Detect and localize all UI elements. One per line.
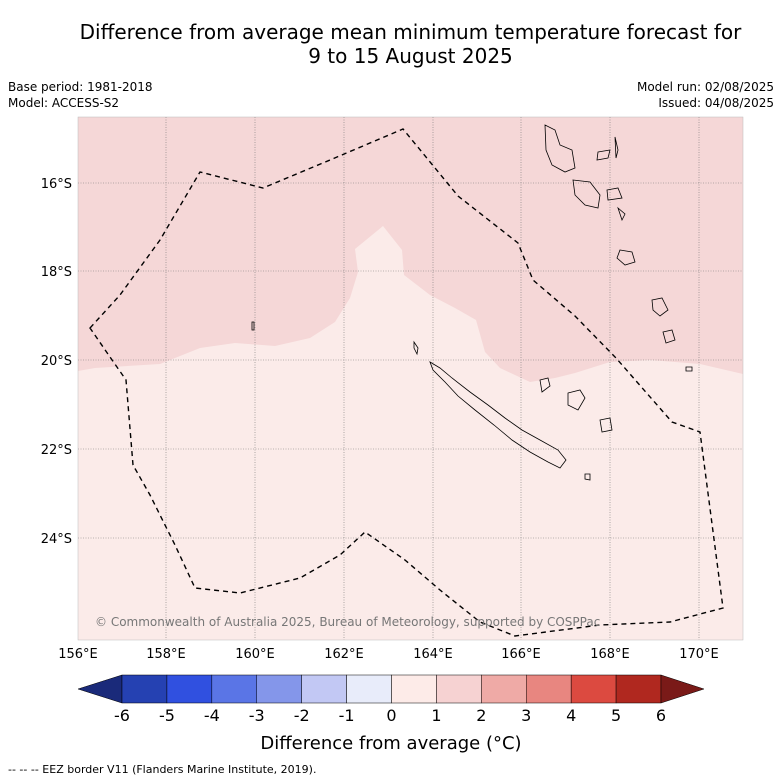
model-name: Model: ACCESS-S2 — [8, 96, 120, 110]
colorbar-swatch — [211, 674, 257, 704]
colorbar-extend-low — [77, 674, 123, 704]
region-warm-0-to-1 — [78, 226, 743, 640]
colorbar-swatch — [346, 674, 392, 704]
colorbar-swatch — [615, 674, 662, 704]
colorbar-swatch — [481, 674, 527, 704]
colorbar-tick-label: 1 — [431, 706, 441, 725]
lat-label: 18°S — [41, 265, 72, 280]
lon-label: 164°E — [413, 647, 453, 662]
eez-footnote: -- -- -- EEZ border V11 (Flanders Marine… — [8, 763, 317, 776]
belep-island — [413, 340, 419, 356]
colorbar-swatch — [436, 674, 482, 704]
longitude-labels: 156°E 158°E 160°E 162°E 164°E 166°E 168°… — [58, 647, 719, 662]
colorbar-tick-label: 4 — [566, 706, 576, 725]
colorbar-tick-label: -5 — [159, 706, 175, 725]
colorbar-swatch — [526, 674, 572, 704]
lat-label: 24°S — [41, 532, 72, 547]
colorbar-title: Difference from average (°C) — [260, 733, 521, 754]
colorbar-swatch — [256, 674, 302, 704]
colorbar-tick-label: -3 — [249, 706, 265, 725]
lon-label: 156°E — [58, 647, 98, 662]
colorbar-swatch — [166, 674, 213, 704]
colorbar-tick-label: -2 — [294, 706, 310, 725]
map-title-line2: 9 to 15 August 2025 — [308, 44, 513, 68]
colorbar-tick-label: 0 — [386, 706, 396, 725]
lon-label: 160°E — [235, 647, 275, 662]
colorbar-tick-label: 5 — [611, 706, 621, 725]
lat-label: 22°S — [41, 443, 72, 458]
colorbar-tick-label: 6 — [656, 706, 666, 725]
lat-label: 20°S — [41, 354, 72, 369]
graticule — [78, 117, 743, 640]
colorbar-swatch — [570, 674, 617, 704]
colorbar — [77, 674, 705, 704]
copyright-text: © Commonwealth of Australia 2025, Bureau… — [95, 615, 600, 629]
lon-label: 158°E — [146, 647, 186, 662]
colorbar-tick-label: -4 — [204, 706, 220, 725]
chesterfield-islands — [251, 321, 255, 331]
issued-date: Issued: 04/08/2025 — [658, 96, 774, 110]
colorbar-tick-label: -6 — [114, 706, 130, 725]
colorbar-ticks: -6 -5 -4 -3 -2 -1 0 1 2 3 4 5 6 — [114, 706, 666, 725]
lon-label: 168°E — [590, 647, 630, 662]
new-caledonia-island — [429, 361, 567, 469]
eez-border — [89, 128, 724, 637]
model-run: Model run: 02/08/2025 — [636, 80, 774, 94]
colorbar-swatch — [301, 674, 347, 704]
colorbar-swatch — [391, 674, 437, 704]
base-period: Base period: 1981-2018 — [8, 80, 153, 94]
colorbar-extend-high — [660, 674, 705, 704]
map-title-line1: Difference from average mean minimum tem… — [79, 20, 742, 44]
colorbar-swatch — [121, 674, 168, 704]
walpole-island — [584, 473, 591, 481]
lat-label: 16°S — [41, 177, 72, 192]
map-frame — [77, 116, 744, 641]
lon-label: 166°E — [501, 647, 541, 662]
loyalty-islands — [539, 377, 613, 433]
latitude-labels: 16°S 18°S 20°S 22°S 24°S — [41, 177, 72, 547]
vanuatu-islands — [544, 124, 693, 372]
colorbar-tick-label: 2 — [476, 706, 486, 725]
lon-label: 170°E — [679, 647, 719, 662]
colorbar-tick-label: 3 — [521, 706, 531, 725]
colorbar-tick-label: -1 — [339, 706, 355, 725]
lon-label: 162°E — [324, 647, 364, 662]
